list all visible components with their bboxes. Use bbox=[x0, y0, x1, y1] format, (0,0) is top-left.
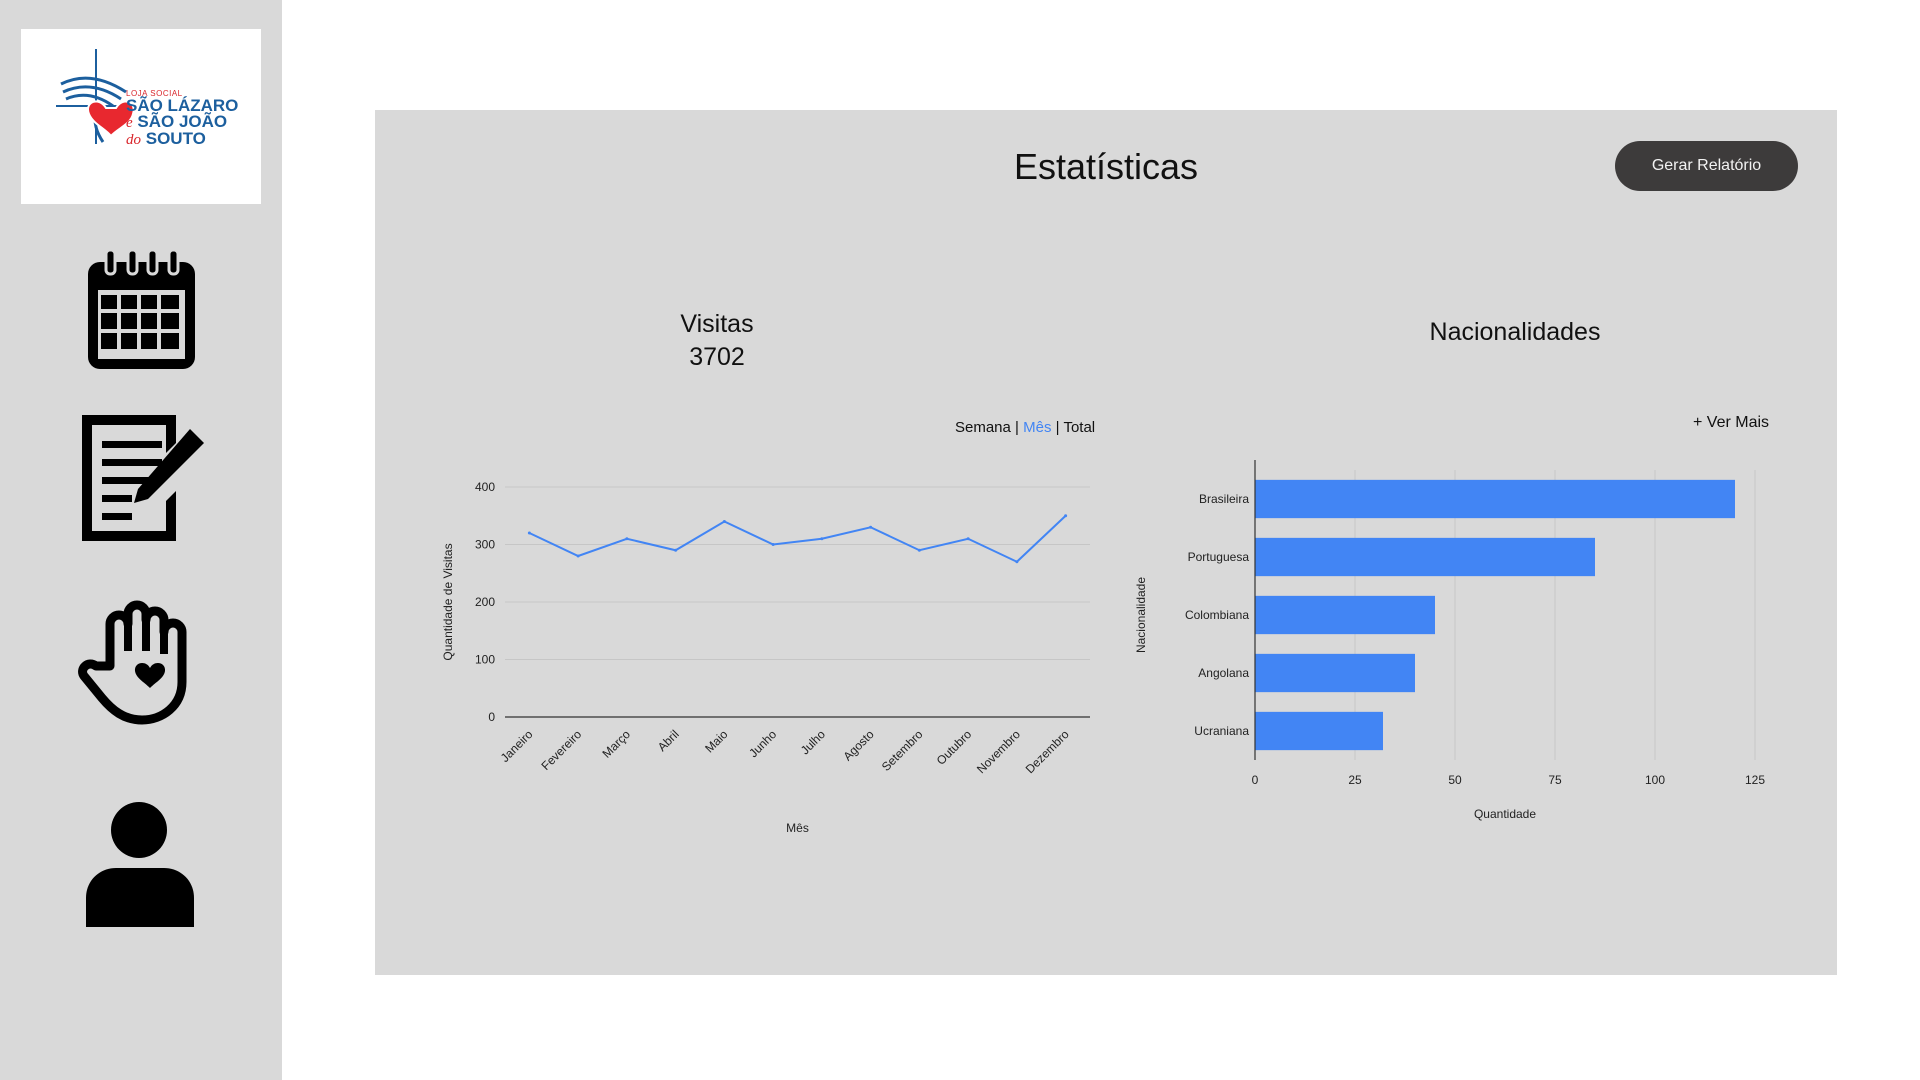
x-tick-label: Outubro bbox=[934, 727, 975, 768]
period-option-week[interactable]: Semana bbox=[955, 419, 1011, 436]
see-more-link[interactable]: + Ver Mais bbox=[1693, 414, 1770, 431]
notes-edit-icon bbox=[82, 415, 204, 541]
data-point bbox=[625, 537, 629, 541]
logo-text: LOJA SOCIAL SÃO LÁZARO e SÃO JOÃO do SOU… bbox=[126, 89, 238, 148]
user-icon bbox=[86, 802, 194, 927]
y-axis-label: Nacionalidade bbox=[1135, 577, 1148, 653]
data-point bbox=[527, 531, 531, 535]
data-point bbox=[722, 520, 726, 523]
x-tick-label: 75 bbox=[1548, 773, 1562, 787]
x-tick-label: 25 bbox=[1348, 773, 1362, 787]
sidebar-item-profile[interactable] bbox=[84, 802, 196, 932]
logo: LOJA SOCIAL SÃO LÁZARO e SÃO JOÃO do SOU… bbox=[21, 29, 261, 204]
period-separator: | bbox=[1015, 419, 1019, 436]
x-tick-label: Fevereiro bbox=[539, 727, 585, 773]
y-tick-label: Angolana bbox=[1198, 666, 1249, 680]
period-selector: Semana | Mês | Total bbox=[955, 419, 1095, 436]
logo-line-2: e SÃO JOÃO bbox=[126, 112, 238, 131]
statistics-panel: Estatísticas Gerar Relatório Visitas 370… bbox=[375, 110, 1837, 975]
logo-line-1: SÃO LÁZARO bbox=[126, 96, 239, 115]
y-tick-label: Colombiana bbox=[1185, 608, 1249, 622]
x-tick-label: Setembro bbox=[879, 727, 926, 774]
sidebar-item-calendar[interactable] bbox=[84, 248, 199, 378]
x-tick-label: Agosto bbox=[840, 727, 877, 764]
y-tick-label: 0 bbox=[488, 710, 495, 724]
x-axis-label: Quantidade bbox=[1474, 807, 1536, 821]
x-tick-label: 50 bbox=[1448, 773, 1462, 787]
visits-line-chart: 0 100 200 300 400 Janeiro Fevereiro Março Abril M… bbox=[441, 480, 1090, 835]
logo-line-2-prefix: e bbox=[126, 115, 133, 131]
sidebar-item-volunteer[interactable] bbox=[78, 596, 198, 731]
bar bbox=[1255, 537, 1595, 577]
data-point bbox=[1064, 514, 1068, 518]
y-tick-label: 400 bbox=[475, 480, 495, 494]
data-point bbox=[576, 554, 580, 558]
logo-line-3: do SOUTO bbox=[126, 129, 238, 148]
bar bbox=[1255, 711, 1383, 751]
logo-line-3-text: SOUTO bbox=[145, 129, 206, 148]
bar bbox=[1255, 479, 1735, 519]
data-point bbox=[674, 548, 678, 552]
data-point bbox=[869, 525, 873, 529]
bar bbox=[1255, 595, 1435, 635]
period-option-total[interactable]: Total bbox=[1063, 419, 1096, 436]
x-tick-label: Junho bbox=[746, 727, 779, 760]
x-tick-label: Novembro bbox=[974, 727, 1023, 776]
sidebar-item-notes[interactable] bbox=[78, 413, 208, 550]
series-line bbox=[528, 515, 1067, 563]
sidebar: LOJA SOCIAL SÃO LÁZARO e SÃO JOÃO do SOU… bbox=[0, 0, 282, 1080]
x-tick-label: Dezembro bbox=[1023, 727, 1072, 776]
generate-report-button[interactable]: Gerar Relatório bbox=[1615, 141, 1798, 191]
x-tick-label: Março bbox=[600, 727, 634, 761]
x-tick-label: Abril bbox=[655, 727, 682, 754]
visits-title: Visitas bbox=[680, 310, 754, 338]
x-tick-label: Maio bbox=[702, 727, 731, 756]
logo-line-3-prefix: do bbox=[126, 132, 141, 148]
x-tick-label: 125 bbox=[1745, 773, 1765, 787]
period-option-month[interactable]: Mês bbox=[1023, 419, 1052, 436]
x-tick-label: Janeiro bbox=[498, 727, 536, 765]
logo-emblem bbox=[56, 49, 135, 144]
data-point bbox=[1015, 560, 1019, 564]
x-tick-label: 0 bbox=[1252, 773, 1259, 787]
logo-line-2-text: SÃO JOÃO bbox=[137, 112, 228, 131]
bar bbox=[1255, 653, 1415, 693]
y-tick-label: Brasileira bbox=[1199, 492, 1249, 506]
period-separator: | bbox=[1055, 419, 1060, 436]
data-point bbox=[966, 537, 970, 541]
y-tick-label: Portuguesa bbox=[1188, 550, 1250, 564]
page-title: Estatísticas bbox=[1013, 146, 1199, 187]
data-point bbox=[771, 543, 775, 546]
y-tick-label: 100 bbox=[475, 653, 495, 667]
y-axis-label: Quantidade de Visitas bbox=[441, 543, 455, 660]
y-tick-label: Ucraniana bbox=[1194, 724, 1249, 738]
data-point bbox=[917, 548, 921, 552]
nationalities-title: Nacionalidades bbox=[1429, 318, 1601, 346]
logo-subtitle: LOJA SOCIAL bbox=[126, 89, 183, 98]
x-tick-label: 100 bbox=[1645, 773, 1665, 787]
x-axis-label: Mês bbox=[786, 821, 809, 835]
visits-count: 3702 bbox=[689, 343, 745, 371]
y-tick-label: 200 bbox=[475, 595, 495, 609]
y-tick-label: 300 bbox=[475, 538, 495, 552]
hand-heart-icon bbox=[78, 600, 187, 725]
nationalities-bar-chart: 0 25 50 75 100 125 Brasileira Portuguesa Colombi… bbox=[1135, 460, 1765, 821]
x-tick-label: Julho bbox=[798, 727, 828, 757]
calendar-icon bbox=[88, 248, 195, 369]
data-point bbox=[820, 537, 824, 541]
